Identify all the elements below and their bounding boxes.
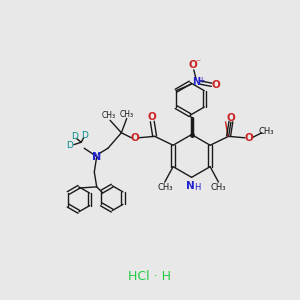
- Text: O: O: [130, 133, 139, 143]
- Text: +: +: [198, 76, 205, 85]
- Text: N: N: [192, 77, 200, 87]
- Text: D: D: [71, 132, 78, 141]
- Text: ⁻: ⁻: [195, 58, 200, 68]
- Text: CH₃: CH₃: [102, 111, 116, 120]
- Text: CH₃: CH₃: [211, 183, 226, 192]
- Text: CH₃: CH₃: [120, 110, 134, 118]
- Text: O: O: [226, 112, 235, 123]
- Text: D: D: [81, 131, 88, 140]
- Text: HCl · H: HCl · H: [128, 270, 172, 283]
- Text: H: H: [194, 183, 200, 192]
- Text: O: O: [147, 112, 156, 122]
- Text: CH₃: CH₃: [259, 128, 274, 136]
- Text: D: D: [67, 141, 73, 150]
- Text: CH₃: CH₃: [157, 183, 172, 192]
- Text: N: N: [186, 181, 194, 191]
- Text: O: O: [189, 60, 198, 70]
- Text: O: O: [244, 133, 253, 143]
- Text: N: N: [92, 152, 101, 161]
- Text: O: O: [211, 80, 220, 90]
